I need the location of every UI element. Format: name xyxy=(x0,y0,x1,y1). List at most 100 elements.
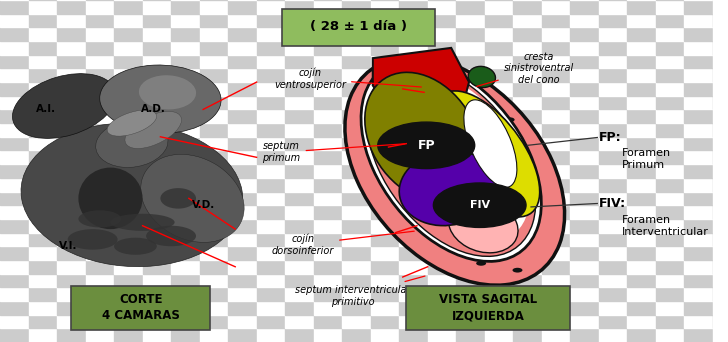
Bar xyxy=(427,68,456,82)
Bar xyxy=(314,274,342,287)
Bar xyxy=(285,96,314,109)
Bar xyxy=(285,260,314,274)
Bar xyxy=(628,260,656,274)
Bar xyxy=(143,27,171,41)
Bar xyxy=(143,137,171,150)
Bar xyxy=(485,246,513,260)
Bar xyxy=(314,315,342,328)
Circle shape xyxy=(511,237,521,242)
Bar xyxy=(171,315,199,328)
Bar xyxy=(570,82,598,96)
Bar xyxy=(171,109,199,123)
Bar xyxy=(427,192,456,205)
Bar xyxy=(427,246,456,260)
Bar xyxy=(371,109,399,123)
Bar xyxy=(570,14,598,27)
Bar xyxy=(314,205,342,219)
Bar xyxy=(342,287,371,301)
Bar xyxy=(314,164,342,178)
Bar xyxy=(598,68,628,82)
Bar xyxy=(256,164,285,178)
Bar xyxy=(598,205,628,219)
Bar xyxy=(570,27,598,41)
Bar xyxy=(199,41,228,55)
Bar xyxy=(143,260,171,274)
Bar xyxy=(485,68,513,82)
Bar xyxy=(456,219,485,233)
Bar xyxy=(85,55,114,68)
Bar xyxy=(456,246,485,260)
Bar xyxy=(114,96,143,109)
Ellipse shape xyxy=(387,74,530,241)
Bar xyxy=(85,123,114,137)
Bar xyxy=(228,328,256,342)
Bar xyxy=(342,164,371,178)
Bar xyxy=(314,68,342,82)
Bar xyxy=(228,137,256,150)
Bar xyxy=(656,233,684,246)
Bar xyxy=(171,68,199,82)
Bar xyxy=(713,96,728,109)
Bar xyxy=(199,301,228,315)
Bar xyxy=(513,192,542,205)
Bar xyxy=(314,82,342,96)
Bar xyxy=(314,178,342,192)
Text: Foramen
Interventricular: Foramen Interventricular xyxy=(622,214,709,237)
Bar xyxy=(399,109,427,123)
Bar xyxy=(684,287,713,301)
Bar xyxy=(199,96,228,109)
Bar xyxy=(427,205,456,219)
Ellipse shape xyxy=(100,65,221,133)
Bar xyxy=(114,137,143,150)
Bar xyxy=(713,233,728,246)
Bar xyxy=(598,96,628,109)
Bar xyxy=(143,41,171,55)
Text: septum
primum: septum primum xyxy=(263,141,405,163)
Ellipse shape xyxy=(468,66,496,88)
Bar xyxy=(143,246,171,260)
Bar xyxy=(57,287,85,301)
Bar xyxy=(713,41,728,55)
Bar xyxy=(285,55,314,68)
Bar xyxy=(199,178,228,192)
Bar xyxy=(542,164,570,178)
Bar xyxy=(28,68,57,82)
Bar xyxy=(371,219,399,233)
Bar xyxy=(399,260,427,274)
Bar xyxy=(513,0,542,14)
Bar xyxy=(371,205,399,219)
Ellipse shape xyxy=(365,73,480,201)
Circle shape xyxy=(508,169,518,173)
Bar xyxy=(542,14,570,27)
Bar xyxy=(57,164,85,178)
Bar xyxy=(570,178,598,192)
Bar xyxy=(570,96,598,109)
Bar xyxy=(228,246,256,260)
Bar xyxy=(199,205,228,219)
Ellipse shape xyxy=(79,210,121,227)
Bar xyxy=(399,301,427,315)
Bar xyxy=(542,68,570,82)
Ellipse shape xyxy=(448,199,518,253)
Bar xyxy=(85,137,114,150)
Ellipse shape xyxy=(139,75,196,109)
Bar xyxy=(314,260,342,274)
Bar xyxy=(85,246,114,260)
Ellipse shape xyxy=(114,238,157,255)
Bar xyxy=(57,219,85,233)
Bar xyxy=(427,233,456,246)
Bar xyxy=(371,55,399,68)
Bar xyxy=(713,178,728,192)
Bar xyxy=(0,328,28,342)
Bar xyxy=(513,287,542,301)
Text: ( 28 ± 1 día ): ( 28 ± 1 día ) xyxy=(310,20,407,33)
Bar xyxy=(0,274,28,287)
Bar xyxy=(513,164,542,178)
Bar xyxy=(285,192,314,205)
Bar xyxy=(427,27,456,41)
Bar xyxy=(143,178,171,192)
Bar xyxy=(228,192,256,205)
Bar xyxy=(684,123,713,137)
Bar xyxy=(628,109,656,123)
Bar xyxy=(456,164,485,178)
